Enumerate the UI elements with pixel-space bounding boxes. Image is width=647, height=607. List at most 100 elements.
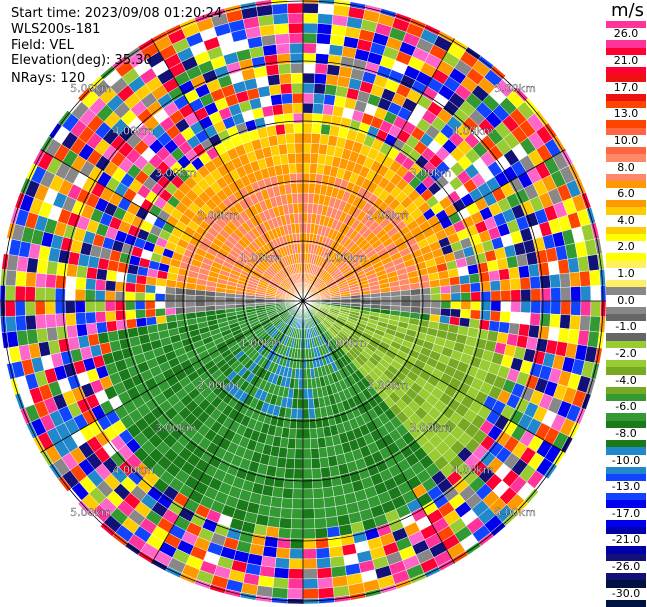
range-gate (64, 288, 76, 302)
range-gate (125, 272, 138, 284)
range-gate (302, 488, 314, 500)
range-gate (302, 428, 311, 440)
range-gate (302, 478, 314, 490)
range-gate (276, 53, 291, 65)
range-gate (440, 308, 452, 317)
range-gate (296, 408, 304, 420)
range-gate (324, 506, 338, 519)
colorbar-tick-label: 13.0 (606, 108, 646, 121)
range-gate (519, 276, 531, 290)
range-gate (312, 477, 323, 489)
range-gate (282, 103, 294, 115)
range-ring-label: 5.00km (494, 506, 536, 519)
range-gate (327, 455, 339, 468)
range-gate (518, 323, 530, 337)
range-gate (76, 323, 88, 337)
range-gate (74, 288, 86, 302)
range-gate (94, 300, 106, 313)
range-gate (299, 242, 304, 254)
range-gate (105, 320, 118, 333)
range-gate (329, 34, 346, 47)
range-gate (440, 285, 452, 294)
range-gate (274, 123, 286, 136)
range-gate (155, 315, 167, 325)
range-ring-label: 2.00km (367, 209, 409, 222)
range-gate (322, 103, 335, 116)
range-gate (518, 265, 530, 279)
range-gate (273, 567, 290, 579)
range-gate (184, 300, 196, 308)
range-gate (370, 292, 382, 298)
range-gate (302, 0, 319, 4)
range-gate (267, 74, 281, 86)
range-gate (287, 152, 296, 164)
range-gate (144, 292, 156, 302)
range-gate (292, 488, 304, 500)
range-gate (271, 486, 284, 499)
range-gate (290, 62, 304, 74)
range-gate (298, 212, 304, 224)
range-gate (287, 2, 304, 14)
range-gate (459, 309, 471, 319)
range-gate (95, 321, 108, 334)
range-gate (314, 517, 328, 529)
range-gate (315, 53, 330, 65)
range-gate (549, 273, 561, 289)
range-gate (549, 313, 561, 329)
range-gate (589, 315, 601, 333)
range-gate (312, 103, 324, 115)
range-gate (326, 64, 341, 77)
range-gate (302, 458, 313, 470)
range-gate (498, 268, 511, 281)
range-gate (390, 295, 402, 302)
range-gate (105, 310, 117, 322)
range-gate (297, 388, 304, 400)
range-gate (302, 398, 309, 410)
range-gate (64, 300, 76, 314)
range-gate (289, 42, 304, 54)
range-gate (390, 290, 402, 297)
range-gate (302, 132, 313, 144)
range-gate (291, 192, 299, 204)
range-gate (530, 288, 542, 302)
range-gate (298, 378, 304, 390)
start-time-label: Start time: 2023/09/08 01:20:24 (11, 6, 223, 21)
colorbar-tick-label: -21.0 (606, 534, 646, 547)
range-gate (302, 578, 319, 590)
range-gate (55, 274, 67, 289)
range-gate (560, 286, 572, 302)
range-gate (204, 300, 216, 307)
range-gate (302, 588, 319, 600)
range-gate (134, 291, 146, 302)
range-gate (287, 588, 304, 600)
range-gate (95, 279, 107, 291)
range-gate (85, 277, 97, 291)
range-gate (244, 300, 256, 305)
range-gate (164, 300, 176, 309)
range-gate (292, 478, 304, 490)
range-gate (299, 232, 304, 244)
range-gate (126, 327, 139, 339)
range-gate (508, 322, 521, 336)
range-gate (302, 112, 314, 124)
range-gate (55, 313, 67, 328)
range-gate (276, 133, 287, 146)
range-gate (488, 320, 501, 333)
range-gate (271, 587, 289, 599)
range-gate (559, 314, 571, 330)
range-gate (539, 274, 551, 289)
colorbar-tick-label: 1.0 (606, 268, 646, 281)
range-gate (294, 448, 304, 460)
range-gate (313, 507, 327, 519)
range-gate (540, 300, 552, 315)
range-gate (35, 314, 47, 330)
colorbar-unit: m/s (611, 0, 644, 21)
colorbar-tick-label: 6.0 (606, 188, 646, 201)
range-gate (15, 270, 27, 287)
range-gate (265, 64, 280, 77)
range-gate (315, 547, 331, 559)
range-gate (5, 269, 17, 287)
range-gate (164, 293, 176, 302)
range-gate (317, 437, 327, 449)
range-gate (302, 172, 310, 184)
